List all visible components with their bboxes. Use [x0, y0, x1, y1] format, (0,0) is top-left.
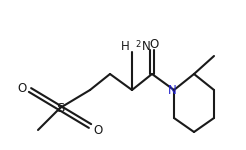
Text: N: N [168, 84, 176, 98]
Text: H: H [121, 39, 130, 52]
Text: O: O [149, 38, 159, 51]
Text: 2: 2 [135, 40, 140, 49]
Text: S: S [56, 102, 64, 114]
Text: N: N [142, 39, 151, 52]
Text: O: O [17, 81, 27, 94]
Text: O: O [93, 123, 103, 136]
